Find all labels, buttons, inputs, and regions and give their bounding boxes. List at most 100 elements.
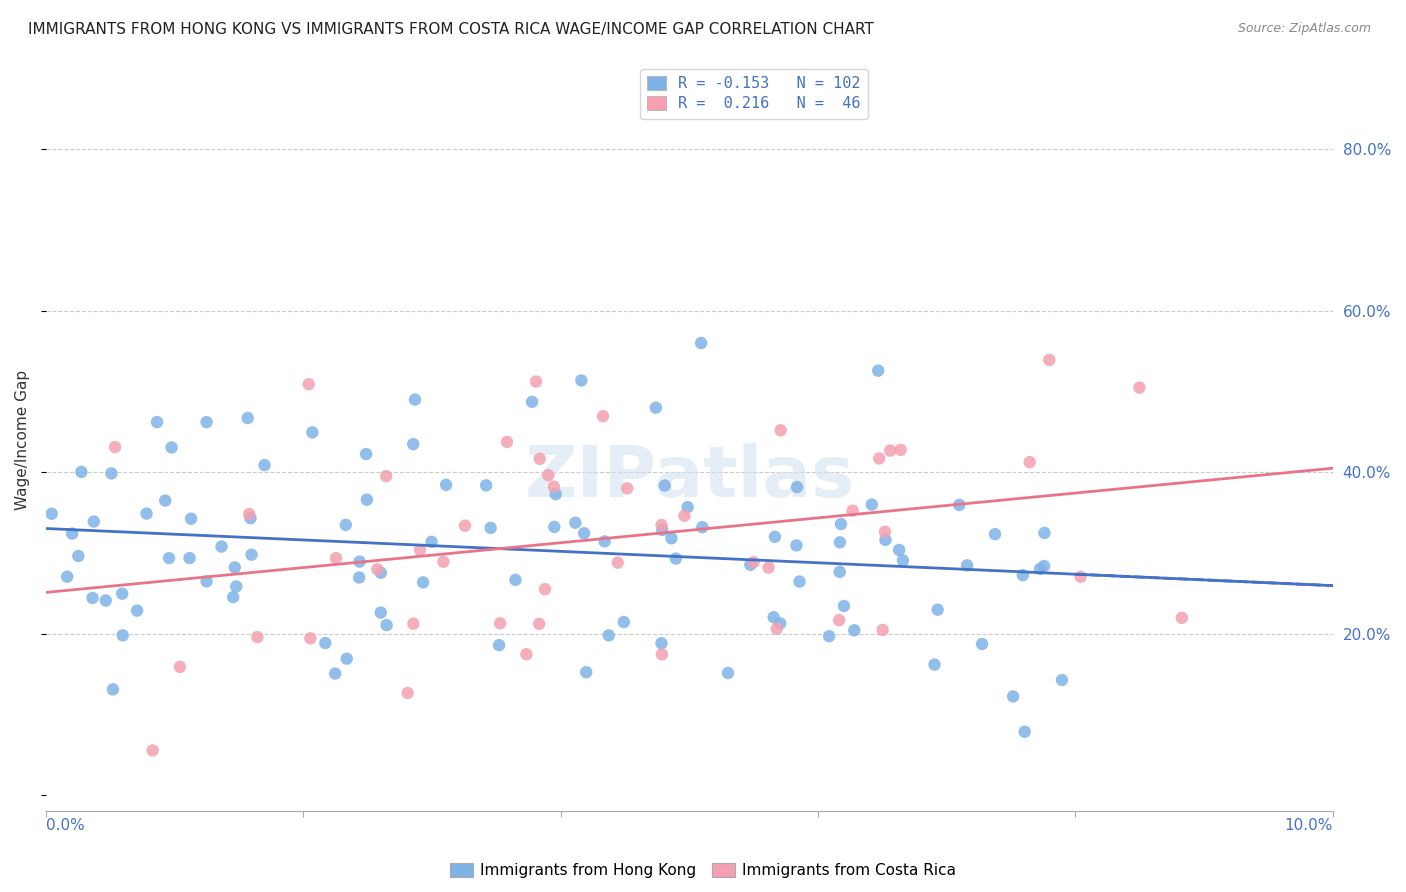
Point: [529, 451, 551, 466]
Legend: Immigrants from Hong Kong, Immigrants from Costa Rica: Immigrants from Hong Kong, Immigrants fr…: [444, 857, 962, 884]
Point: [1014, 724, 1036, 739]
Point: [927, 602, 949, 616]
Point: [891, 553, 914, 567]
Point: [828, 613, 851, 627]
Point: [70, 465, 93, 479]
Point: [496, 434, 519, 449]
Point: [94, 593, 117, 607]
Point: [786, 480, 808, 494]
Point: [875, 533, 897, 547]
Point: [125, 604, 148, 618]
Point: [872, 623, 894, 637]
Point: [740, 558, 762, 572]
Point: [575, 665, 598, 680]
Point: [157, 551, 180, 566]
Point: [924, 657, 946, 672]
Point: [240, 548, 263, 562]
Point: [409, 542, 432, 557]
Point: [179, 551, 201, 566]
Point: [475, 478, 498, 492]
Point: [717, 665, 740, 680]
Point: [169, 660, 191, 674]
Point: [534, 582, 557, 597]
Point: [651, 523, 673, 537]
Point: [537, 468, 560, 483]
Point: [67, 549, 90, 563]
Point: [887, 542, 910, 557]
Point: [488, 638, 510, 652]
Point: [543, 520, 565, 534]
Point: [616, 482, 638, 496]
Point: [762, 610, 785, 624]
Point: [890, 442, 912, 457]
Point: [692, 520, 714, 534]
Text: Source: ZipAtlas.com: Source: ZipAtlas.com: [1237, 22, 1371, 36]
Point: [879, 443, 901, 458]
Point: [1002, 690, 1025, 704]
Point: [375, 469, 398, 483]
Point: [366, 562, 388, 576]
Point: [650, 636, 672, 650]
Point: [160, 441, 183, 455]
Point: [1038, 353, 1060, 368]
Point: [347, 570, 370, 584]
Point: [1029, 562, 1052, 576]
Point: [356, 492, 378, 507]
Point: [1033, 526, 1056, 541]
Y-axis label: Wage/Income Gap: Wage/Income Gap: [15, 370, 30, 510]
Point: [569, 373, 592, 387]
Point: [432, 555, 454, 569]
Point: [520, 395, 543, 409]
Point: [651, 648, 673, 662]
Point: [238, 507, 260, 521]
Point: [544, 487, 567, 501]
Point: [222, 590, 245, 604]
Point: [479, 521, 502, 535]
Point: [765, 622, 787, 636]
Point: [246, 630, 269, 644]
Point: [111, 587, 134, 601]
Point: [314, 636, 336, 650]
Point: [644, 401, 666, 415]
Point: [524, 375, 547, 389]
Point: [354, 447, 377, 461]
Point: [515, 647, 537, 661]
Point: [349, 555, 371, 569]
Point: [505, 573, 527, 587]
Point: [769, 616, 792, 631]
Point: [101, 682, 124, 697]
Text: IMMIGRANTS FROM HONG KONG VS IMMIGRANTS FROM COSTA RICA WAGE/INCOME GAP CORRELAT: IMMIGRANTS FROM HONG KONG VS IMMIGRANTS …: [28, 22, 875, 37]
Point: [844, 624, 866, 638]
Point: [100, 467, 122, 481]
Point: [1070, 570, 1092, 584]
Point: [830, 517, 852, 532]
Point: [335, 517, 357, 532]
Point: [142, 743, 165, 757]
Point: [789, 574, 811, 589]
Point: [970, 637, 993, 651]
Point: [598, 628, 620, 642]
Point: [1033, 559, 1056, 574]
Point: [564, 516, 586, 530]
Point: [1171, 611, 1194, 625]
Point: [873, 524, 896, 539]
Point: [868, 364, 890, 378]
Point: [665, 551, 688, 566]
Point: [593, 534, 616, 549]
Point: [769, 423, 792, 437]
Point: [758, 560, 780, 574]
Point: [195, 574, 218, 589]
Point: [527, 616, 550, 631]
Point: [984, 527, 1007, 541]
Point: [83, 515, 105, 529]
Point: [211, 540, 233, 554]
Point: [336, 651, 359, 665]
Point: [818, 629, 841, 643]
Point: [763, 530, 786, 544]
Point: [592, 409, 614, 424]
Point: [661, 531, 683, 545]
Point: [180, 511, 202, 525]
Point: [301, 425, 323, 440]
Point: [1050, 673, 1073, 687]
Point: [135, 507, 157, 521]
